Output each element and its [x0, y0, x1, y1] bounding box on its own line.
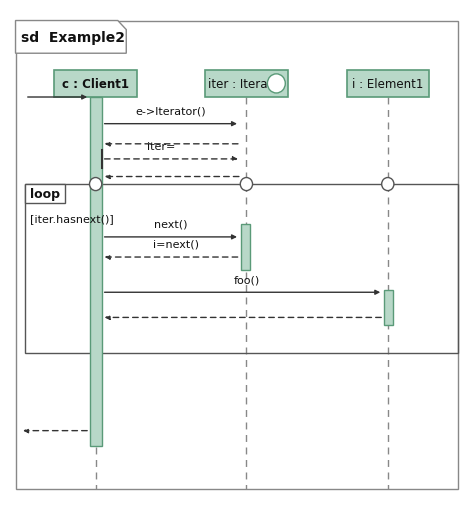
Text: i=next(): i=next() [153, 239, 199, 249]
Text: next(): next() [154, 219, 188, 229]
Bar [25, 185, 458, 353]
Circle shape [90, 178, 102, 191]
Circle shape [267, 75, 285, 94]
Text: foo(): foo() [233, 275, 260, 285]
Circle shape [382, 178, 394, 191]
Circle shape [240, 178, 253, 191]
Bar [346, 71, 429, 97]
Text: e->Iterator(): e->Iterator() [136, 107, 206, 116]
Text: c : Client1: c : Client1 [62, 78, 129, 91]
Bar [25, 185, 65, 204]
Text: iter : Iterator: iter : Iterator [208, 78, 284, 91]
Bar [55, 71, 137, 97]
Polygon shape [16, 22, 126, 54]
Text: [iter.hasnext()]: [iter.hasnext()] [30, 214, 113, 224]
Bar [384, 290, 393, 325]
Text: iter=: iter= [147, 141, 176, 152]
Bar [241, 225, 250, 270]
Text: loop: loop [30, 188, 60, 200]
Text: i : Element1: i : Element1 [352, 78, 423, 91]
Bar [90, 98, 102, 446]
Bar [205, 71, 288, 97]
Text: sd  Example2: sd Example2 [21, 31, 125, 45]
